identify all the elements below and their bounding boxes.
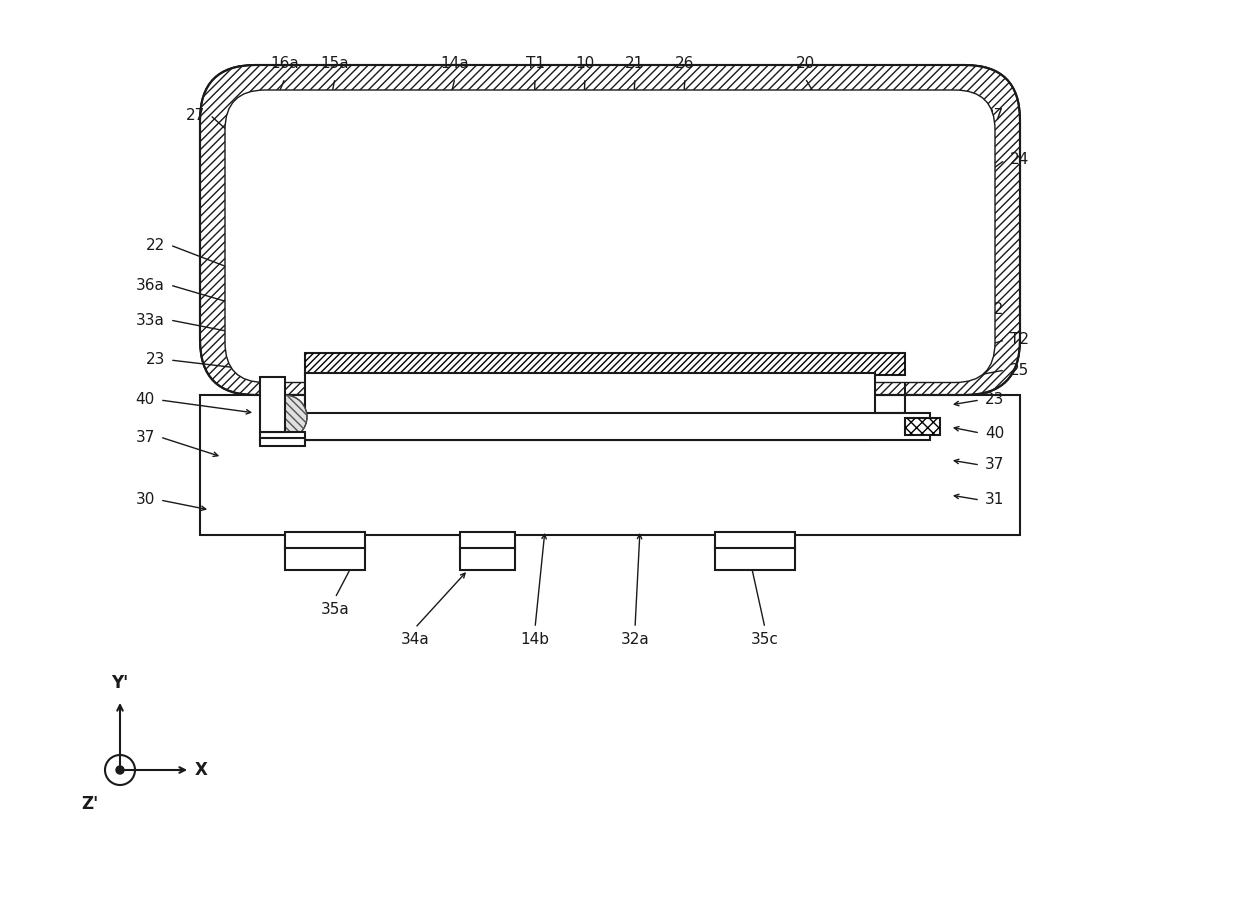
Bar [305,373,875,415]
Bar [260,432,305,440]
Bar [260,377,285,432]
Bar [715,532,795,550]
FancyBboxPatch shape [224,90,994,383]
Text: 32a: 32a [621,633,650,647]
Bar [285,548,365,570]
Text: 26: 26 [676,55,694,71]
Bar [260,438,305,446]
Text: 16a: 16a [270,55,299,71]
Text: 10: 10 [575,55,595,71]
Text: 25: 25 [1011,363,1029,377]
Bar [905,418,940,435]
Circle shape [117,766,124,774]
Bar [460,532,515,550]
Text: T1: T1 [526,55,544,71]
Text: 21: 21 [625,55,645,71]
Text: 31: 31 [985,492,1004,508]
Circle shape [263,395,308,439]
Text: 14a: 14a [440,55,469,71]
Text: 30: 30 [135,492,155,508]
Text: 27: 27 [985,108,1004,122]
Text: 22: 22 [146,237,165,252]
Text: 36a: 36a [136,278,165,292]
Text: 37: 37 [985,458,1004,472]
Text: 23: 23 [985,393,1004,407]
Text: X: X [195,761,208,779]
Text: T2: T2 [1011,332,1029,348]
Bar [200,395,1021,535]
Text: 35a: 35a [321,603,350,617]
Text: 27: 27 [186,108,205,122]
Text: 40: 40 [985,425,1004,441]
Bar [285,532,365,550]
Text: Z': Z' [81,795,98,813]
Text: T3: T3 [755,393,774,407]
Bar [305,353,905,375]
Text: 35c: 35c [751,633,779,647]
Text: 37: 37 [135,430,155,444]
Text: 22: 22 [985,302,1004,318]
Bar [200,395,1021,535]
Text: 23: 23 [145,353,165,367]
FancyBboxPatch shape [200,65,1021,395]
Text: 34a: 34a [401,633,429,647]
Text: Y': Y' [112,674,129,692]
Bar [715,548,795,570]
Text: 15a: 15a [321,55,350,71]
Bar [285,413,930,440]
Bar [460,548,515,570]
Bar [305,353,905,375]
Bar [305,375,875,413]
Text: 14b: 14b [521,633,549,647]
Text: 33a: 33a [136,312,165,328]
Text: 20: 20 [795,55,815,71]
Text: 24: 24 [1011,153,1029,167]
Text: 40: 40 [135,393,155,407]
Bar [905,418,940,435]
Bar [305,353,905,375]
